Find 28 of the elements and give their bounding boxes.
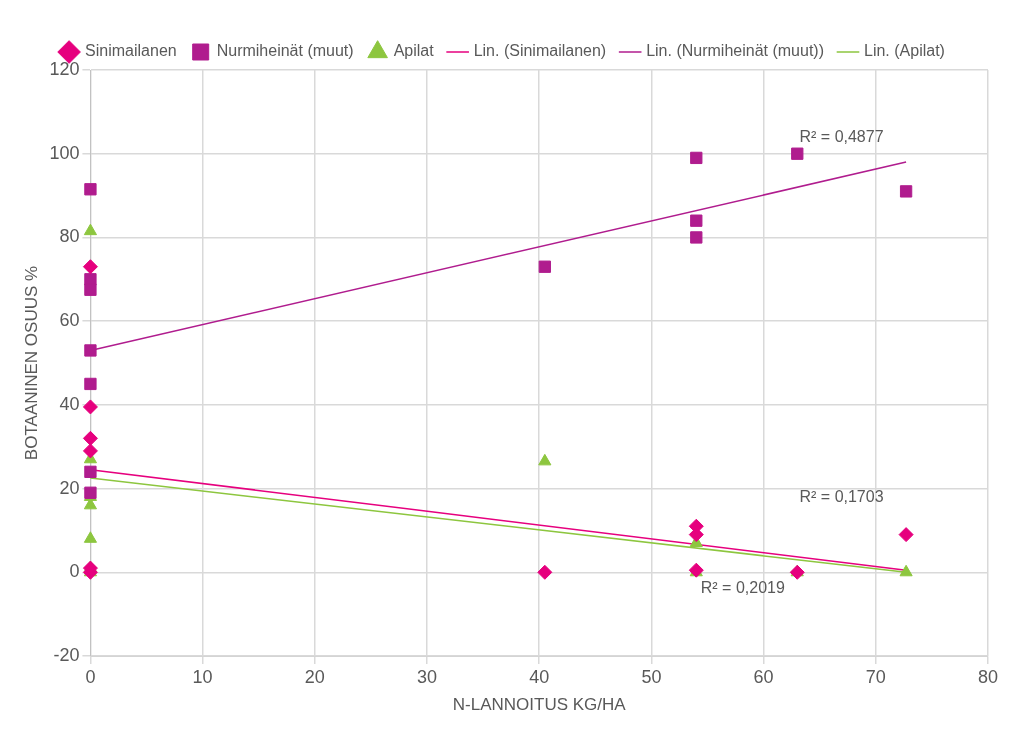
x-tick-label: 60 bbox=[753, 666, 774, 687]
y-axis-title: BOTAANINEN OSUUS % bbox=[21, 265, 41, 461]
x-tick-label: 20 bbox=[304, 666, 325, 687]
annotation: R² = 0,1703 bbox=[799, 488, 884, 506]
legend-label: Lin. (Sinimailanen) bbox=[473, 42, 607, 60]
x-tick-label: 80 bbox=[977, 666, 999, 687]
legend-label: Sinimailanen bbox=[85, 42, 177, 60]
x-tick-label: 50 bbox=[641, 666, 662, 687]
y-tick-label: 100 bbox=[49, 142, 80, 163]
y-tick-label: 40 bbox=[59, 393, 80, 414]
annotation: R² = 0,4877 bbox=[799, 127, 884, 145]
y-tick-label: -20 bbox=[53, 644, 80, 665]
legend-label: Apilat bbox=[393, 42, 435, 60]
legend-label: Lin. (Apilat) bbox=[863, 42, 945, 60]
annotation: R² = 0,2019 bbox=[700, 579, 785, 597]
x-tick-label: 0 bbox=[85, 666, 96, 687]
y-tick-label: 20 bbox=[59, 477, 80, 498]
legend-label: Nurmiheinät (muut) bbox=[216, 42, 354, 60]
x-axis-title: N-LANNOITUS KG/HA bbox=[452, 695, 627, 715]
y-tick-label: 80 bbox=[59, 226, 80, 247]
y-tick-label: 60 bbox=[59, 310, 80, 331]
y-tick-label: 0 bbox=[69, 561, 80, 582]
x-tick-label: 30 bbox=[417, 666, 438, 687]
legend-label: Lin. (Nurmiheinät (muut)) bbox=[646, 42, 824, 60]
x-tick-label: 70 bbox=[865, 666, 886, 687]
y-tick-label: 120 bbox=[49, 58, 80, 79]
x-tick-label: 40 bbox=[529, 666, 550, 687]
x-tick-label: 10 bbox=[192, 666, 213, 687]
